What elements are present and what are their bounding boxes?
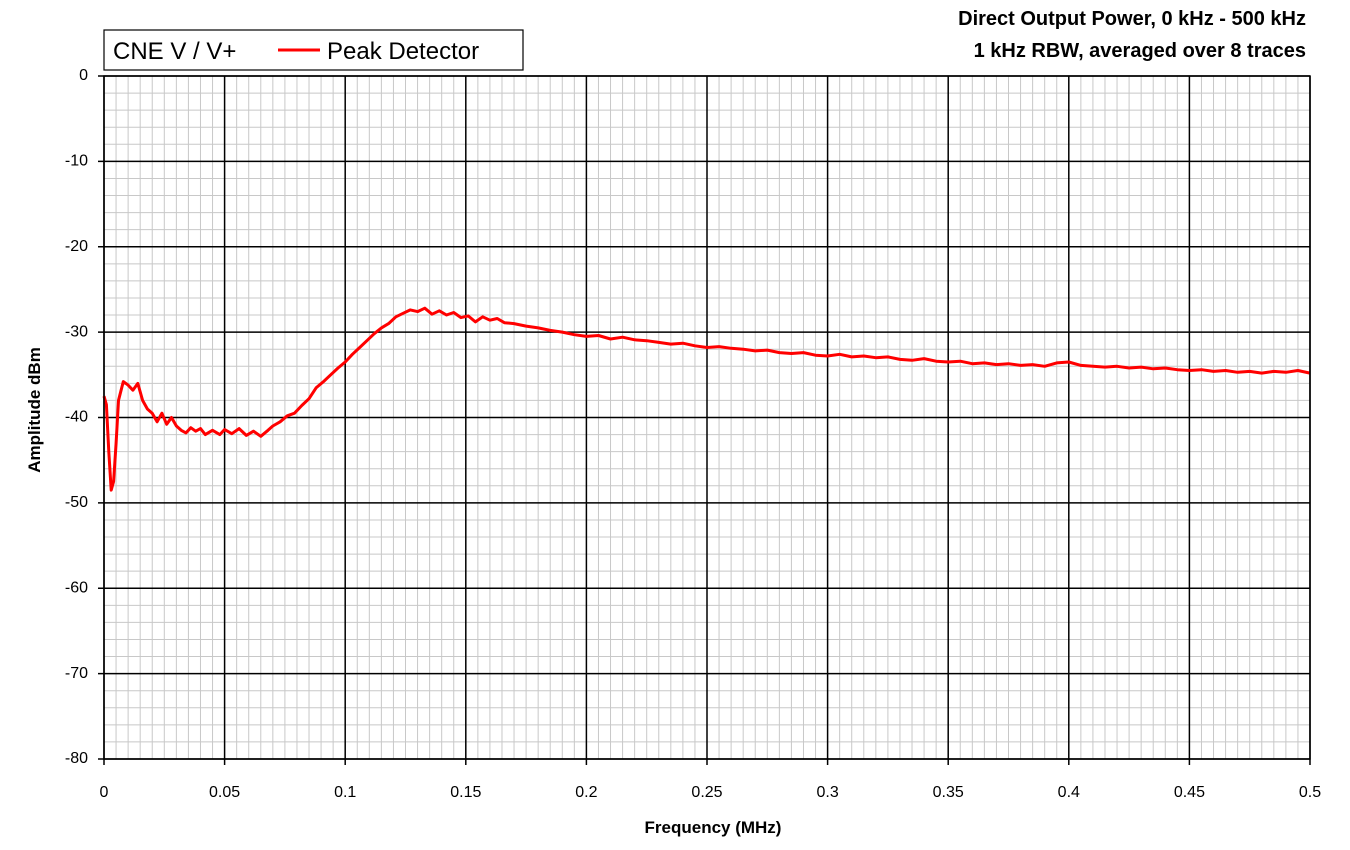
x-tick-labels: 0 0.05 0.1 0.15 0.2 0.25 0.3 0.35 0.4 0.45 0.5 [100, 759, 1321, 801]
x-tick-label: 0.4 [1058, 784, 1080, 801]
y-tick-label: -20 [65, 238, 88, 255]
legend: CNE V / V+ Peak Detector [103, 29, 524, 71]
y-tick-label: -30 [65, 323, 88, 340]
y-tick-label: -80 [65, 750, 88, 767]
series-layer [102, 306, 1311, 492]
y-tick-labels: 0 -10 -20 -30 -40 -50 -60 -70 -80 [65, 67, 104, 767]
x-tick-label: 0.15 [450, 784, 481, 801]
y-tick-label: -50 [65, 494, 88, 511]
major-gridlines [103, 75, 1311, 760]
x-tick-label: 0.25 [691, 784, 722, 801]
x-tick-label: 0.5 [1299, 784, 1321, 801]
y-tick-label: 0 [79, 67, 88, 84]
x-tick-label: 0.05 [209, 784, 240, 801]
y-tick-label: -10 [65, 153, 88, 170]
legend-group-label: CNE V / V+ [113, 38, 236, 65]
x-tick-label: 0.3 [816, 784, 838, 801]
x-tick-label: 0.1 [334, 784, 356, 801]
plot-area [102, 75, 1311, 760]
y-tick-label: -60 [65, 579, 88, 596]
series-line-peak-detector [102, 306, 1311, 492]
x-tick-label: 0.45 [1174, 784, 1205, 801]
chart-title-line-2: 1 kHz RBW, averaged over 8 traces [974, 40, 1306, 62]
chart-title-line-1: Direct Output Power, 0 kHz - 500 kHz [958, 8, 1306, 30]
legend-series-label: Peak Detector [327, 38, 479, 65]
y-tick-label: -40 [65, 409, 88, 426]
x-tick-label: 0.2 [575, 784, 597, 801]
y-axis-label: Amplitude dBm [25, 347, 44, 473]
x-tick-label: 0 [100, 784, 109, 801]
x-tick-label: 0.35 [933, 784, 964, 801]
y-tick-label: -70 [65, 665, 88, 682]
x-axis-label: Frequency (MHz) [645, 818, 782, 837]
